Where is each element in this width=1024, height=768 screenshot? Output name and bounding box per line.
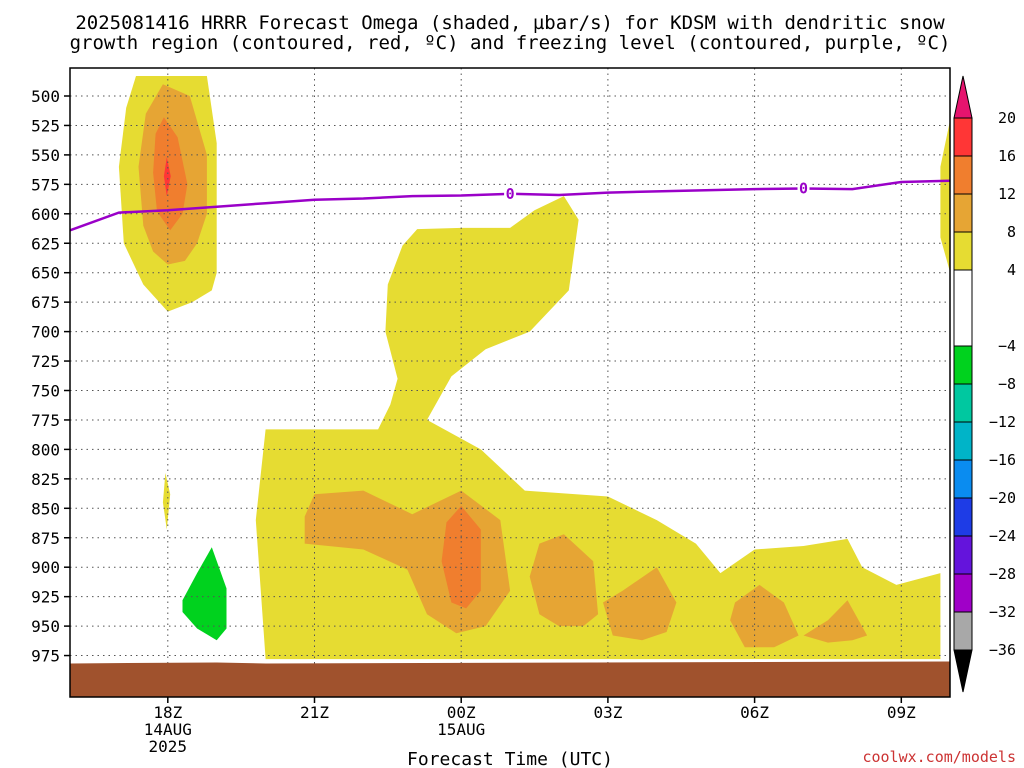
omega-region-3	[153, 117, 188, 231]
colorbar-label-3: 12	[998, 185, 1016, 203]
y-tick-label-600: 600	[31, 205, 60, 224]
omega-region-12	[803, 600, 868, 643]
y-tick-label-825: 825	[31, 470, 60, 489]
omega-region-10	[603, 567, 677, 641]
colorbar-label-7: −8	[998, 375, 1016, 393]
colorbar-label-6: −4	[998, 337, 1016, 355]
y-tick-label-850: 850	[31, 499, 60, 518]
colorbar-bottom-arrow	[953, 649, 973, 693]
credit-text: coolwx.com/models	[862, 748, 1016, 766]
colorbar-label-13: −32	[989, 603, 1016, 621]
y-tick-label-775: 775	[31, 411, 60, 430]
colorbar-bin-3	[953, 193, 973, 233]
x-axis-label: Forecast Time (UTC)	[407, 749, 613, 768]
y-tick-label-575: 575	[31, 175, 60, 194]
x-tick-label-18-1: 18Z	[153, 703, 182, 722]
x-tick-label-27-1: 03Z	[593, 703, 622, 722]
colorbar-label-9: −16	[989, 451, 1016, 469]
y-tick-label-750: 750	[31, 382, 60, 401]
colorbar-bin-7	[953, 383, 973, 423]
colorbar-top-arrow	[953, 75, 973, 119]
colorbar-label-2: 16	[998, 147, 1016, 165]
omega-region-4	[163, 157, 171, 197]
x-tick-label-24-1: 00Z	[447, 703, 476, 722]
y-tick-label-800: 800	[31, 440, 60, 459]
grid-lines	[70, 68, 950, 697]
colorbar-legend: 20 16 12 8 4 −4 −8 −12 −16 −20 −24 −28 −32 −36	[953, 75, 1016, 693]
omega-region-9	[529, 534, 599, 627]
colorbar-bin-11	[953, 535, 973, 575]
omega-shading	[118, 76, 950, 660]
colorbar-label-8: −12	[989, 413, 1016, 431]
colorbar-bin-12	[953, 573, 973, 613]
colorbar-label-1: 20	[998, 109, 1016, 127]
colorbar-label-11: −24	[989, 527, 1016, 545]
title-line-1: 2025081416 HRRR Forecast Omega (shaded, …	[75, 12, 945, 34]
y-tick-label-625: 625	[31, 234, 60, 253]
x-tick-label-33-1: 09Z	[887, 703, 916, 722]
x-tick-label-30-1: 06Z	[740, 703, 769, 722]
freezing-level-label-1: 0	[506, 185, 515, 203]
omega-region-11	[730, 584, 799, 648]
y-tick-label-650: 650	[31, 264, 60, 283]
omega-region-5	[162, 473, 171, 530]
x-tick-label-18-3: 2025	[149, 737, 188, 756]
colorbar-bin-13	[953, 611, 973, 651]
colorbar-label-10: −20	[989, 489, 1016, 507]
y-tick-label-950: 950	[31, 617, 60, 636]
colorbar-bin-6	[953, 345, 973, 385]
y-tick-label-700: 700	[31, 323, 60, 342]
y-tick-label-925: 925	[31, 588, 60, 607]
ground-surface	[70, 661, 950, 697]
colorbar-label-5: 4	[1007, 261, 1016, 279]
colorbar-bin-9	[953, 459, 973, 499]
colorbar-bin-1	[953, 117, 973, 157]
omega-region-13	[940, 120, 950, 272]
title-line-2: growth region (contoured, red, ºC) and f…	[70, 32, 951, 54]
x-tick-label-18-2: 14AUG	[144, 720, 192, 739]
y-tick-label-500: 500	[31, 87, 60, 106]
omega-region-8	[441, 505, 481, 609]
colorbar-label-14: −36	[989, 641, 1016, 659]
x-tick-label-21-1: 21Z	[300, 703, 329, 722]
y-tick-label-975: 975	[31, 647, 60, 666]
colorbar-bin-4	[953, 231, 973, 271]
colorbar-bin-5	[953, 269, 973, 347]
y-axis: 500 525 550 575 600 625 650 675 700 725 750 775 800 8…	[31, 87, 70, 666]
colorbar-label-12: −28	[989, 565, 1016, 583]
colorbar-bin-10	[953, 497, 973, 537]
surface-band	[70, 661, 950, 697]
chart-title: 2025081416 HRRR Forecast Omega (shaded, …	[70, 12, 951, 54]
omega-region-14	[182, 547, 227, 641]
y-tick-label-550: 550	[31, 146, 60, 165]
colorbar-bin-2	[953, 155, 973, 195]
freezing-label-bg-2	[797, 180, 810, 197]
plot-frame	[69, 67, 951, 698]
freezing-label-bg-1	[504, 185, 517, 202]
y-tick-label-725: 725	[31, 352, 60, 371]
colorbar-bin-8	[953, 421, 973, 461]
colorbar-label-4: 8	[1007, 223, 1016, 241]
y-tick-label-875: 875	[31, 529, 60, 548]
y-tick-label-525: 525	[31, 116, 60, 135]
y-tick-label-900: 900	[31, 558, 60, 577]
x-tick-label-24-2: 15AUG	[437, 720, 485, 739]
y-tick-label-675: 675	[31, 293, 60, 312]
freezing-level-label-2: 0	[799, 179, 808, 197]
